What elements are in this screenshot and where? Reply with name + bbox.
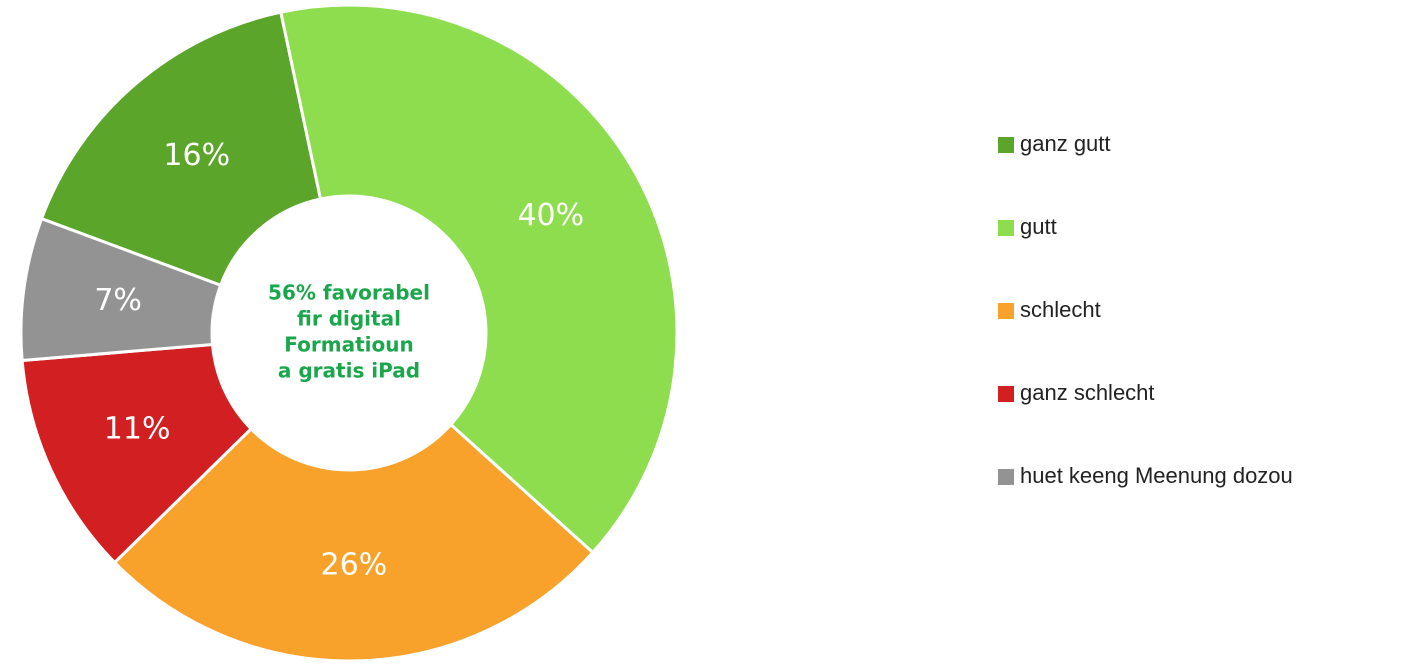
center-text: a gratis iPad [278, 359, 420, 383]
legend-label: ganz schlecht [1020, 380, 1155, 405]
slice [39, 10, 323, 288]
data-label: 11% [104, 411, 171, 446]
slice [112, 422, 595, 663]
slice [279, 3, 679, 555]
data-label: 16% [163, 138, 230, 173]
center-text: fir digital [297, 307, 401, 331]
legend-label: huet keeng Meenung dozou [1020, 463, 1293, 488]
legend-label: gutt [1020, 214, 1057, 239]
legend-swatch [998, 137, 1014, 153]
slice [19, 216, 223, 363]
data-label: 26% [321, 547, 388, 582]
legend-swatch [998, 220, 1014, 236]
legend-label: ganz gutt [1020, 131, 1111, 156]
center-text: 56% favorabel [268, 281, 430, 305]
center-text: Formatioun [284, 333, 413, 357]
legend-swatch [998, 386, 1014, 402]
legend-swatch [998, 303, 1014, 319]
slice [20, 342, 254, 565]
legend-label: schlecht [1020, 297, 1101, 322]
data-label: 7% [94, 283, 142, 318]
legend-swatch [998, 469, 1014, 485]
data-label: 40% [517, 198, 584, 233]
